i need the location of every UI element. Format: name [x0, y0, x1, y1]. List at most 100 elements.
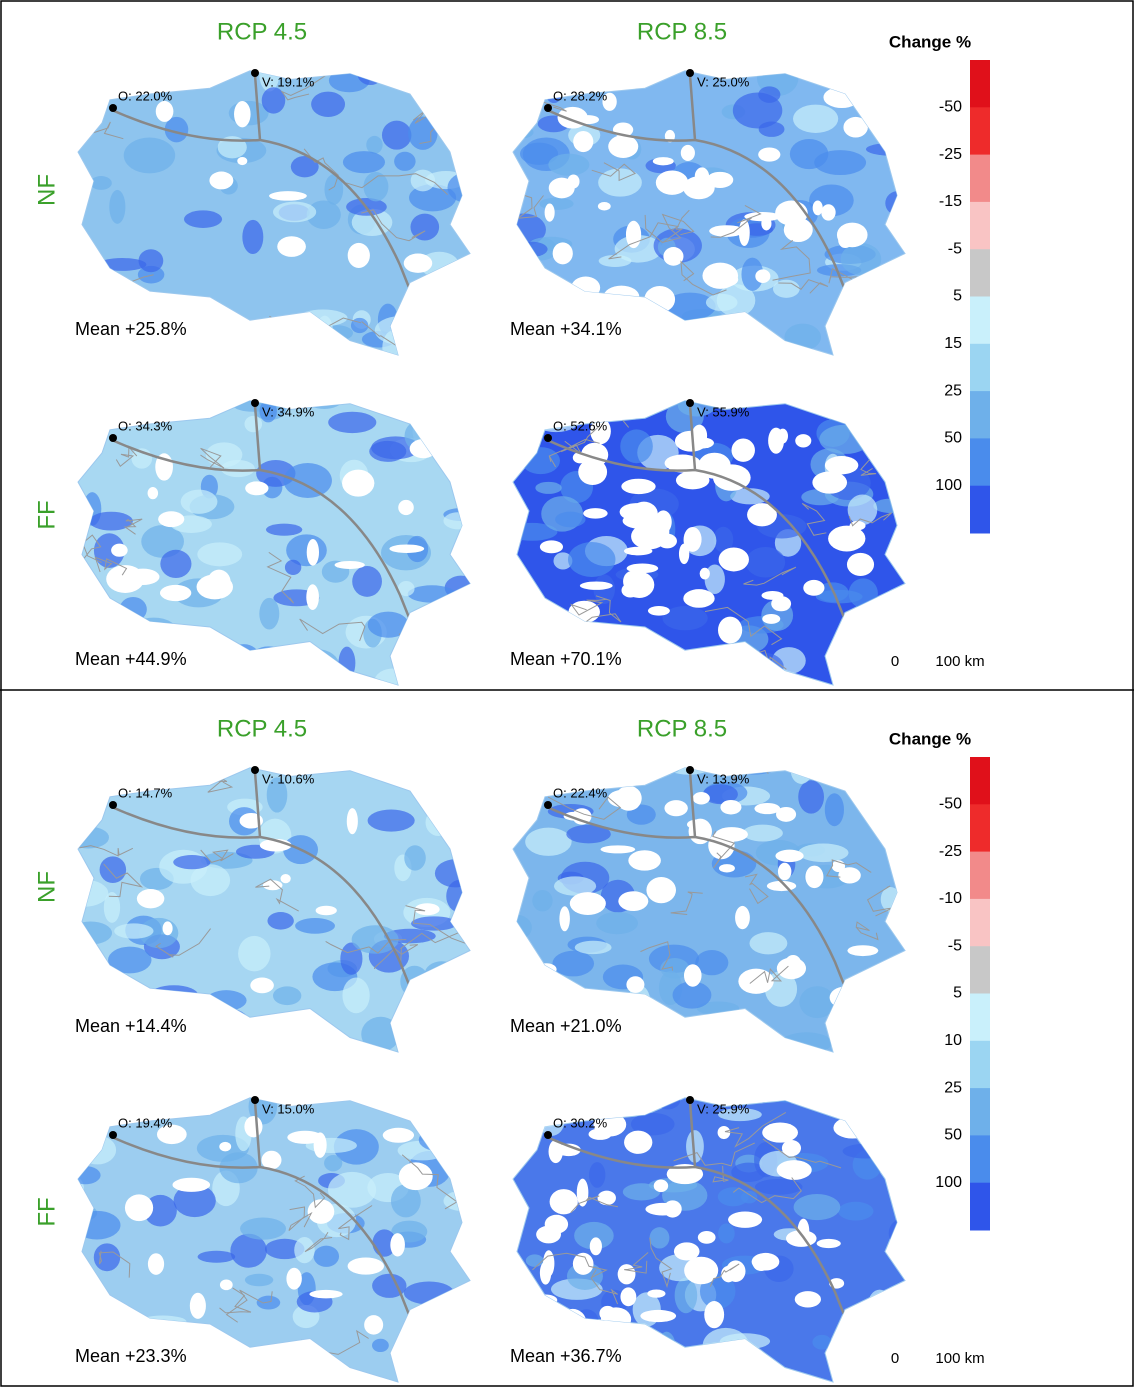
- river: [892, 400, 905, 405]
- subbasin: [372, 1273, 407, 1298]
- subbasin: [718, 1344, 745, 1380]
- subbasin: [90, 176, 112, 190]
- river: [288, 1206, 313, 1231]
- no-data-area: [147, 487, 159, 500]
- subbasin: [717, 1187, 749, 1207]
- subbasin: [535, 481, 562, 494]
- subbasin: [406, 1323, 437, 1353]
- no-data-area: [823, 86, 861, 109]
- legend-label: 25: [944, 382, 962, 399]
- main-river: [111, 404, 422, 646]
- subbasin: [262, 1364, 300, 1382]
- subbasin: [300, 331, 324, 347]
- station-o: [109, 1131, 117, 1139]
- mean-label: Mean +14.4%: [75, 1016, 187, 1036]
- no-data-area: [771, 596, 792, 612]
- no-data-area: [718, 864, 735, 873]
- row-label: FF: [33, 1197, 60, 1226]
- no-data-area: [569, 892, 606, 916]
- subbasin: [855, 1097, 903, 1106]
- river: [749, 965, 789, 984]
- no-data-area: [286, 1267, 302, 1290]
- river: [405, 905, 470, 948]
- subbasin: [861, 1308, 901, 1337]
- subbasin: [445, 1357, 470, 1372]
- subbasin: [847, 494, 878, 526]
- river: [640, 941, 673, 971]
- mean-label: Mean +23.3%: [75, 1346, 187, 1366]
- subbasin: [649, 664, 679, 682]
- river: [855, 921, 879, 941]
- no-data-area: [573, 130, 594, 153]
- no-data-area: [680, 144, 695, 161]
- no-data-area: [552, 242, 573, 265]
- subbasin: [374, 668, 413, 685]
- river: [123, 518, 143, 535]
- river: [143, 400, 170, 407]
- no-data-area: [704, 1301, 725, 1329]
- subbasin: [318, 325, 354, 342]
- subbasin: [143, 1194, 177, 1227]
- legend-label: -50: [939, 796, 962, 813]
- no-data-area: [849, 520, 866, 531]
- no-data-area: [219, 1279, 233, 1291]
- no-data-area: [726, 1260, 746, 1282]
- subbasin: [98, 258, 147, 271]
- no-data-area: [777, 428, 788, 444]
- no-data-area: [843, 116, 868, 138]
- legend-band: [970, 60, 990, 108]
- no-data-area: [805, 865, 824, 889]
- subbasin: [448, 979, 470, 993]
- no-data-area: [824, 456, 859, 475]
- subbasin: [294, 1237, 315, 1264]
- subbasin: [149, 985, 198, 1005]
- subbasin: [80, 1038, 122, 1052]
- no-data-area: [647, 1289, 666, 1298]
- subbasin: [874, 623, 893, 639]
- subbasin: [649, 1227, 670, 1249]
- no-data-area: [846, 552, 875, 577]
- river: [79, 845, 134, 857]
- no-data-area: [747, 503, 777, 527]
- no-data-area: [702, 262, 739, 289]
- no-data-area: [382, 1127, 415, 1143]
- no-data-area: [647, 605, 670, 616]
- subbasin: [730, 488, 770, 505]
- subbasin: [249, 646, 289, 679]
- subbasin: [419, 70, 449, 92]
- station-o-label: O: 22.4%: [553, 785, 608, 800]
- main-river: [111, 771, 422, 1013]
- no-data-area: [775, 200, 808, 226]
- subbasin: [513, 767, 536, 794]
- subbasin: [92, 90, 112, 103]
- subbasin: [798, 780, 825, 814]
- subbasin: [829, 658, 860, 674]
- no-data-area: [744, 212, 781, 222]
- legend-band: [970, 1088, 990, 1136]
- no-data-area: [673, 1242, 700, 1261]
- no-data-area: [262, 880, 283, 891]
- river: [778, 279, 829, 294]
- no-data-area: [776, 1160, 812, 1180]
- subbasin: [367, 809, 415, 832]
- subbasin: [553, 876, 597, 896]
- river: [82, 534, 102, 563]
- station-v: [251, 69, 259, 77]
- basin-map: O: 28.2% V: 25.0% Mean +34.1%: [510, 69, 906, 356]
- subbasin: [840, 243, 882, 276]
- subbasin: [78, 921, 113, 945]
- subbasin: [614, 235, 663, 263]
- subbasin: [550, 616, 581, 650]
- river: [590, 1269, 619, 1305]
- subbasin: [313, 1245, 340, 1267]
- subbasin: [366, 135, 383, 154]
- subbasin: [449, 121, 470, 137]
- legend-label: 5: [953, 288, 962, 305]
- subbasin: [741, 257, 764, 291]
- subbasin: [799, 986, 836, 1019]
- station-v: [251, 766, 259, 774]
- no-data-area: [617, 1264, 636, 1285]
- station-o-label: O: 30.2%: [553, 1115, 608, 1130]
- subbasin: [415, 1340, 441, 1372]
- basin-map: O: 30.2% V: 25.9% Mean +36.7%: [510, 1096, 906, 1383]
